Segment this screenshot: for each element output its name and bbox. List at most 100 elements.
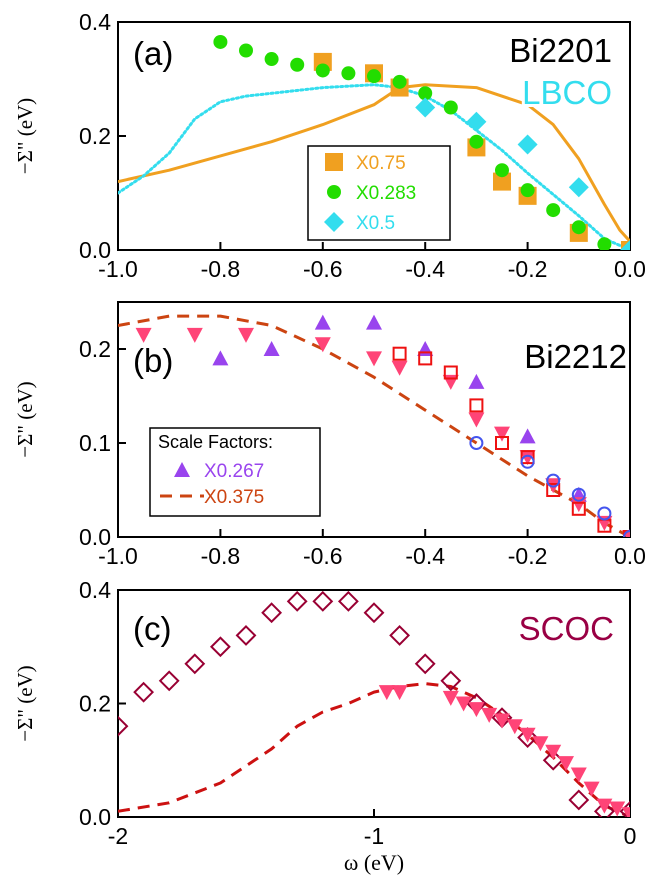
data-point-circle-open [571, 487, 586, 502]
series-curve-dotted [118, 83, 630, 250]
data-point-square-open [469, 398, 484, 413]
annotation-label: Bi2212 [524, 338, 627, 375]
legend-entry-label: X0.267 [204, 461, 264, 482]
data-point-circle-filled [597, 237, 612, 250]
chart-panel-1: -1.0 -0.8 -0.6 -0.4 -0.2 0.0 0.0 0.2 0.4 −Σ" (eV)… [13, 9, 646, 282]
series-markers-triangle-down-filled [378, 685, 630, 817]
data-point-triangle-down-filled [558, 756, 574, 772]
data-point-circle-filled [213, 34, 228, 49]
y-tick-label: 0.0 [79, 804, 111, 830]
legend: Scale Factors: X0.267 X0.375 [149, 427, 321, 517]
data-point-triangle-down-filled [481, 707, 498, 723]
panel-label: (c) [133, 610, 171, 647]
data-point-diamond-open [209, 636, 231, 658]
data-point-triangle-down-filled [570, 767, 587, 783]
data-point-triangle-down-filled [506, 719, 523, 735]
x-axis-label: ω (eV) [344, 850, 404, 875]
data-point-circle-filled [469, 134, 484, 149]
data-point-diamond-open [286, 590, 308, 612]
x-tick-label: -1.0 [98, 543, 138, 569]
data-point-triangle-down-filled [391, 360, 408, 376]
data-point-circle-filled [571, 220, 586, 235]
y-axis-label: −Σ" (eV) [13, 98, 37, 174]
data-point-circle-filled [327, 185, 341, 199]
data-point-triangle-down-filled [609, 801, 626, 817]
data-point-diamond-open [158, 670, 180, 692]
chart-panel-3: -2 -1 0 0.0 0.2 0.4 −Σ" (eV) ω (eV) (c) SCOC [13, 577, 637, 875]
data-point-diamond-filled [568, 177, 589, 198]
series-markers-diamond-filled [415, 97, 630, 250]
chart-panel-2: -1.0 -0.8 -0.6 -0.4 -0.2 0.0 0.0 0.1 0.2 −Σ" (eV)… [13, 301, 646, 569]
data-point-diamond-filled [415, 97, 436, 118]
data-point-circle-open [520, 454, 535, 469]
data-point-triangle-down-filled [570, 497, 587, 513]
x-tick-label: -0.8 [201, 543, 241, 569]
data-point-triangle-down-filled [596, 798, 613, 814]
x-tick-label: 0 [624, 823, 637, 849]
data-point-diamond-open [568, 789, 590, 811]
data-point-diamond-open [414, 653, 436, 675]
series-markers-circle-open [469, 436, 630, 537]
data-point-triangle-down-filled [442, 690, 459, 706]
data-point-diamond-open [261, 602, 283, 624]
series-curve-solid [118, 83, 630, 243]
x-tick-label: -2 [108, 823, 128, 849]
data-point-diamond-open [593, 800, 615, 817]
legend-title: Scale Factors: [158, 432, 273, 452]
data-point-circle-filled [367, 69, 381, 84]
data-point-circle-open [597, 506, 612, 521]
x-tick-label: -0.4 [405, 543, 445, 569]
y-tick-label: 0.4 [79, 577, 111, 603]
data-point-triangle-down-filled [622, 807, 630, 817]
data-point-triangle-down-filled [391, 685, 408, 701]
data-point-square-open [495, 436, 509, 450]
data-point-diamond-open [184, 653, 206, 675]
data-point-triangle-down-filled [455, 696, 472, 712]
data-point-triangle-up-filled [519, 428, 536, 444]
annotation-label: Bi2201 [509, 32, 612, 69]
x-tick-label: 0.0 [614, 256, 646, 282]
data-point-triangle-down-filled [519, 450, 536, 466]
series-curve-dashed [118, 314, 630, 537]
data-point-triangle-up-filled [212, 350, 229, 366]
y-tick-label: 0.2 [79, 691, 111, 717]
data-point-circle-open [546, 473, 561, 488]
data-point-diamond-open [389, 624, 411, 646]
x-tick-label: -0.2 [508, 256, 548, 282]
data-point-triangle-down-filled [238, 327, 254, 343]
data-point-circle-filled [418, 86, 433, 101]
data-point-circle-filled [443, 100, 458, 115]
annotation-label: SCOC [519, 610, 614, 647]
data-point-triangle-up-filled [314, 314, 331, 330]
x-tick-label: -0.2 [508, 543, 548, 569]
data-point-triangle-down-filled [314, 337, 331, 353]
y-axis-label: −Σ" (eV) [13, 665, 37, 741]
data-point-circle-open [469, 436, 484, 450]
data-point-diamond-filled [517, 134, 538, 155]
data-point-triangle-down-filled [532, 736, 549, 752]
data-point-diamond-filled [324, 212, 344, 232]
data-point-diamond-open [363, 602, 385, 624]
panel-label: (a) [133, 35, 173, 72]
data-point-square-filled [325, 153, 343, 171]
data-point-triangle-up-filled [468, 373, 485, 389]
series-markers-square-open [392, 346, 630, 537]
x-tick-label: -0.6 [303, 543, 343, 569]
legend-entry-label: X0.375 [204, 487, 264, 508]
data-point-square-open [418, 351, 433, 366]
plot-frame [117, 301, 631, 538]
data-point-circle-filled [290, 57, 305, 72]
data-point-triangle-down-filled [494, 713, 510, 729]
data-point-square-filled [493, 172, 511, 191]
data-point-diamond-open [118, 715, 129, 737]
data-point-triangle-down-filled [135, 327, 152, 343]
plot-area [118, 314, 630, 537]
data-point-diamond-filled [620, 240, 630, 250]
data-point-triangle-down-filled [519, 727, 536, 743]
data-point-circle-filled [520, 183, 535, 198]
x-tick-label: 0.0 [614, 543, 646, 569]
data-point-triangle-down-filled [378, 685, 395, 701]
data-point-circle-filled [341, 66, 356, 81]
series-markers-circle-filled [213, 34, 630, 250]
